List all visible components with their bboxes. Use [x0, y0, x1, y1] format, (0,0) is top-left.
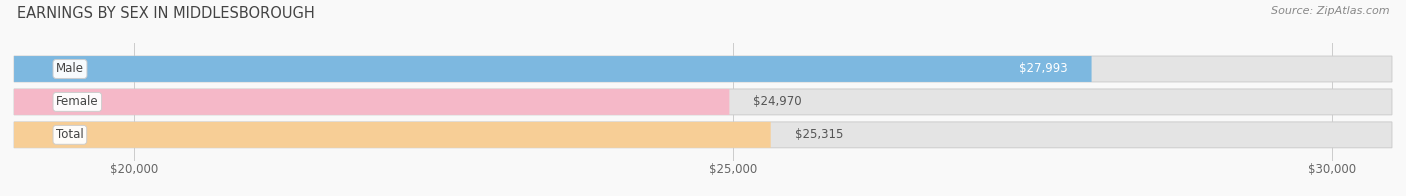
- Text: Source: ZipAtlas.com: Source: ZipAtlas.com: [1271, 6, 1389, 16]
- Text: EARNINGS BY SEX IN MIDDLESBOROUGH: EARNINGS BY SEX IN MIDDLESBOROUGH: [17, 6, 315, 21]
- FancyBboxPatch shape: [14, 56, 1392, 82]
- Text: $27,993: $27,993: [1019, 63, 1067, 75]
- Text: $25,315: $25,315: [794, 128, 844, 141]
- FancyBboxPatch shape: [14, 89, 1392, 115]
- Text: Male: Male: [56, 63, 84, 75]
- FancyBboxPatch shape: [14, 122, 1392, 148]
- FancyBboxPatch shape: [14, 89, 730, 115]
- FancyBboxPatch shape: [14, 122, 770, 148]
- Text: $24,970: $24,970: [754, 95, 801, 108]
- FancyBboxPatch shape: [14, 56, 1091, 82]
- Text: Total: Total: [56, 128, 84, 141]
- Text: Female: Female: [56, 95, 98, 108]
